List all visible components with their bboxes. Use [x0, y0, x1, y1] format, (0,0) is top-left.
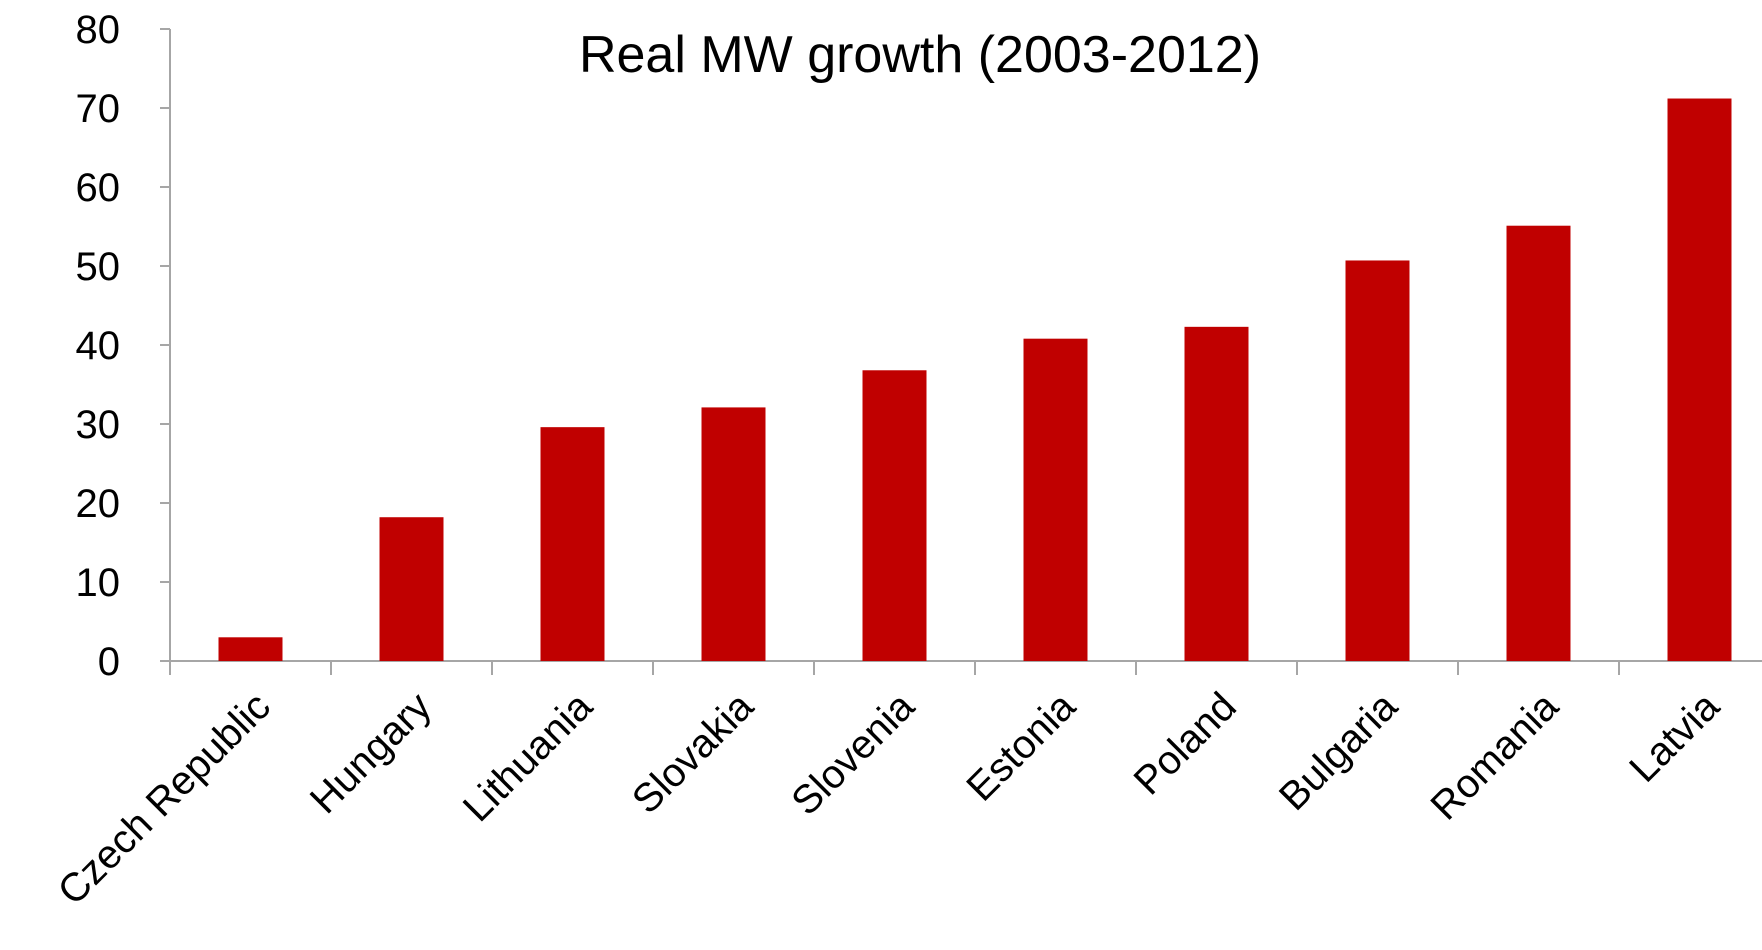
y-tick-label: 70	[76, 87, 121, 131]
category-label: Romania	[1423, 684, 1568, 829]
y-tick-label: 60	[76, 166, 121, 210]
bar	[1345, 260, 1410, 661]
category-label: Czech Republic	[50, 684, 279, 913]
bar	[379, 517, 444, 661]
category-label: Latvia	[1621, 684, 1728, 791]
chart-title: Real MW growth (2003-2012)	[579, 26, 1261, 84]
bar	[540, 427, 605, 661]
y-tick-label: 20	[76, 482, 121, 526]
bar	[1023, 338, 1088, 661]
y-tick-label: 40	[76, 324, 121, 368]
bar	[1667, 98, 1732, 661]
y-tick-label: 50	[76, 245, 121, 289]
category-label: Estonia	[958, 684, 1084, 810]
category-label: Lithuania	[455, 684, 601, 830]
bar	[701, 407, 766, 661]
category-label: Hungary	[302, 684, 440, 822]
category-label: Slovenia	[783, 684, 923, 824]
category-label: Bulgaria	[1271, 684, 1406, 819]
bar	[1184, 326, 1249, 661]
bar	[862, 370, 927, 661]
y-tick-label: 80	[76, 8, 121, 52]
bar-series	[218, 98, 1732, 661]
y-axis: 0 10 20 30 40 50 60 70 80	[76, 8, 171, 684]
category-labels: Czech Republic Hungary Lithuania Slovakia Sl…	[50, 684, 1729, 914]
y-tick-label: 10	[76, 561, 121, 605]
x-axis	[169, 660, 1762, 675]
bar	[1506, 225, 1571, 661]
category-label: Poland	[1126, 684, 1245, 803]
bar	[218, 637, 283, 661]
y-tick-label: 0	[98, 640, 120, 684]
y-tick-label: 30	[76, 403, 121, 447]
category-label: Slovakia	[624, 684, 763, 823]
